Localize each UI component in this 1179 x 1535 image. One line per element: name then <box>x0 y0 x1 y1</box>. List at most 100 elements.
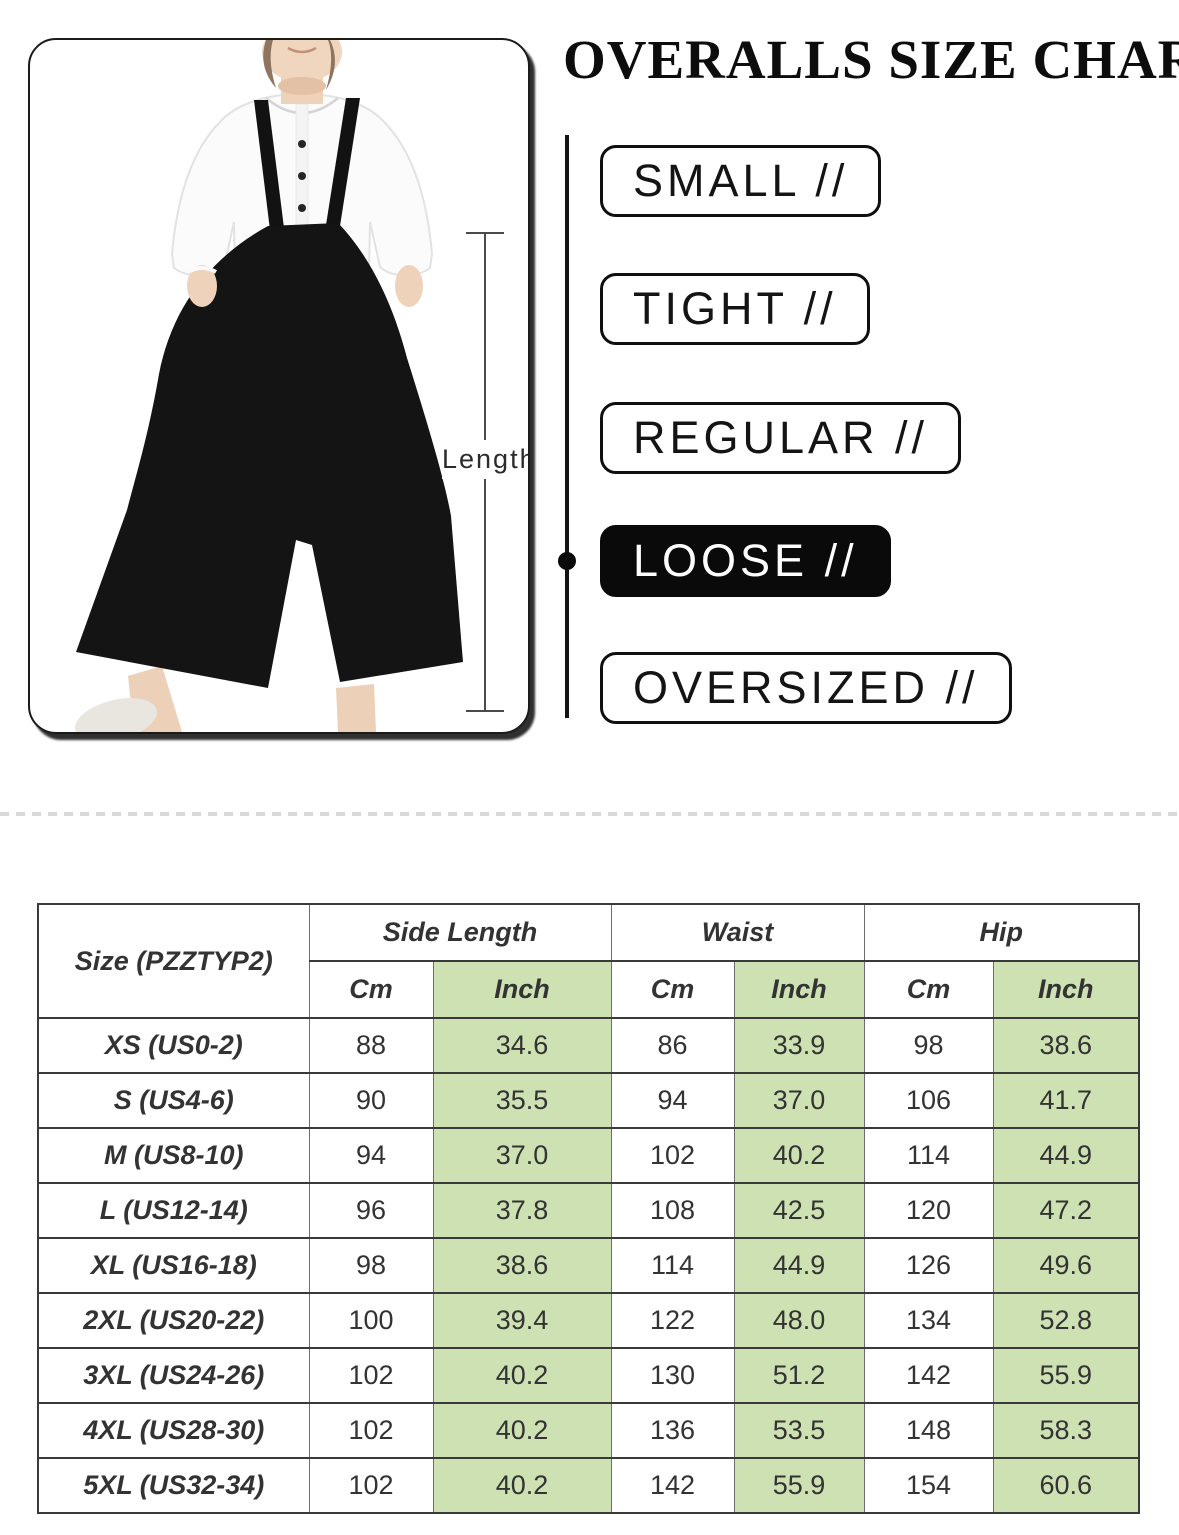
inch-value: 33.9 <box>733 1017 865 1074</box>
size-label: 4XL (US28-30) <box>37 1402 310 1459</box>
inch-value: 35.5 <box>432 1072 612 1129</box>
inch-value: 58.3 <box>992 1402 1140 1459</box>
size-label: 3XL (US24-26) <box>37 1347 310 1404</box>
inch-value: 34.6 <box>432 1017 612 1074</box>
bracelet <box>187 266 217 274</box>
cm-value: 98 <box>863 1017 994 1074</box>
inch-value: 39.4 <box>432 1292 612 1349</box>
cm-value: 90 <box>308 1072 434 1129</box>
cm-value: 154 <box>863 1457 994 1514</box>
size-label: XS (US0-2) <box>37 1017 310 1074</box>
size-table-section: Size (PZZTYP2) Side Length Waist Hip Cm … <box>37 903 1140 1514</box>
inch-value: 52.8 <box>992 1292 1140 1349</box>
cm-value: 142 <box>863 1347 994 1404</box>
size-label: 5XL (US32-34) <box>37 1457 310 1514</box>
size-label: XL (US16-18) <box>37 1237 310 1294</box>
size-label: M (US8-10) <box>37 1127 310 1184</box>
fit-option-small: SMALL // <box>600 145 882 217</box>
model-ankle <box>336 684 376 732</box>
model-hand <box>395 265 423 307</box>
cm-value: 126 <box>863 1237 994 1294</box>
cm-value: 134 <box>863 1292 994 1349</box>
hair-strand <box>326 40 335 90</box>
cm-value: 88 <box>308 1017 434 1074</box>
unit-header-inch: Inch <box>432 960 612 1019</box>
cm-value: 148 <box>863 1402 994 1459</box>
fit-option-regular: REGULAR // <box>600 402 962 474</box>
cm-value: 102 <box>610 1127 735 1184</box>
cm-value: 142 <box>610 1457 735 1514</box>
inch-value: 53.5 <box>733 1402 865 1459</box>
cm-value: 102 <box>308 1457 434 1514</box>
model-shoe <box>74 698 158 732</box>
cm-value: 114 <box>610 1237 735 1294</box>
table-row: 4XL (US28-30) 102 40.2 136 53.5 148 58.3 <box>37 1402 1140 1459</box>
inch-value: 44.9 <box>733 1237 865 1294</box>
cm-value: 94 <box>308 1127 434 1184</box>
table-row: L (US12-14) 96 37.8 108 42.5 120 47.2 <box>37 1182 1140 1239</box>
fit-axis-line <box>565 135 569 718</box>
overall-strap <box>254 100 284 230</box>
cm-value: 108 <box>610 1182 735 1239</box>
unit-header-cm: Cm <box>863 960 994 1019</box>
fit-option-oversized: OVERSIZED // <box>600 652 1012 724</box>
unit-header-inch: Inch <box>733 960 865 1019</box>
size-table-body: XS (US0-2) 88 34.6 86 33.9 98 38.6 S (US4-6) 90 3… <box>37 1017 1140 1514</box>
inch-value: 55.9 <box>733 1457 865 1514</box>
hair-strand <box>263 40 276 88</box>
cm-value: 106 <box>863 1072 994 1129</box>
table-row: 5XL (US32-34) 102 40.2 142 55.9 154 60.6 <box>37 1457 1140 1514</box>
group-header-hip: Hip <box>863 903 1140 962</box>
cm-value: 136 <box>610 1402 735 1459</box>
inch-value: 41.7 <box>992 1072 1140 1129</box>
table-row: M (US8-10) 94 37.0 102 40.2 114 44.9 <box>37 1127 1140 1184</box>
inch-value: 40.2 <box>432 1402 612 1459</box>
page-title: OVERALLS SIZE CHART <box>563 29 1179 90</box>
inch-value: 55.9 <box>992 1347 1140 1404</box>
cm-value: 120 <box>863 1182 994 1239</box>
overall-strap <box>326 98 360 226</box>
inch-value: 40.2 <box>432 1347 612 1404</box>
inch-value: 47.2 <box>992 1182 1140 1239</box>
inch-value: 44.9 <box>992 1127 1140 1184</box>
size-label: L (US12-14) <box>37 1182 310 1239</box>
cm-value: 102 <box>308 1402 434 1459</box>
inch-value: 60.6 <box>992 1457 1140 1514</box>
table-row: S (US4-6) 90 35.5 94 37.0 106 41.7 <box>37 1072 1140 1129</box>
fit-option-tight: TIGHT // <box>600 273 870 345</box>
size-label: 2XL (US20-22) <box>37 1292 310 1349</box>
model-hand <box>187 265 217 307</box>
table-unit-header-row: Cm Inch Cm Inch Cm Inch <box>38 960 1140 1019</box>
cm-value: 100 <box>308 1292 434 1349</box>
inch-value: 38.6 <box>432 1237 612 1294</box>
dashed-separator <box>0 812 1179 816</box>
size-table: Size (PZZTYP2) Side Length Waist Hip Cm … <box>37 903 1140 1514</box>
unit-header-cm: Cm <box>610 960 735 1019</box>
model-illustration <box>74 40 463 732</box>
unit-header-cm: Cm <box>308 960 434 1019</box>
model-chin <box>262 40 342 82</box>
inch-value: 37.0 <box>733 1072 865 1129</box>
cm-value: 114 <box>863 1127 994 1184</box>
cm-value: 102 <box>308 1347 434 1404</box>
fit-option-loose: LOOSE // <box>600 525 891 597</box>
cm-value: 86 <box>610 1017 735 1074</box>
cm-value: 96 <box>308 1182 434 1239</box>
cm-value: 98 <box>308 1237 434 1294</box>
inch-value: 49.6 <box>992 1237 1140 1294</box>
inch-value: 38.6 <box>992 1017 1140 1074</box>
fit-axis-dot <box>558 552 576 570</box>
size-column-header: Size (PZZTYP2) <box>37 903 310 1019</box>
overalls-shape <box>76 223 463 688</box>
size-label: S (US4-6) <box>37 1072 310 1129</box>
table-row: XS (US0-2) 88 34.6 86 33.9 98 38.6 <box>37 1017 1140 1074</box>
table-group-header-row: Size (PZZTYP2) Side Length Waist Hip <box>37 903 1140 1019</box>
group-header-side-length: Side Length <box>308 903 612 962</box>
inch-value: 40.2 <box>432 1457 612 1514</box>
cm-value: 94 <box>610 1072 735 1129</box>
inch-value: 40.2 <box>733 1127 865 1184</box>
inch-value: 42.5 <box>733 1182 865 1239</box>
inch-value: 51.2 <box>733 1347 865 1404</box>
inch-value: 37.0 <box>432 1127 612 1184</box>
model-photo: Length <box>28 38 530 734</box>
